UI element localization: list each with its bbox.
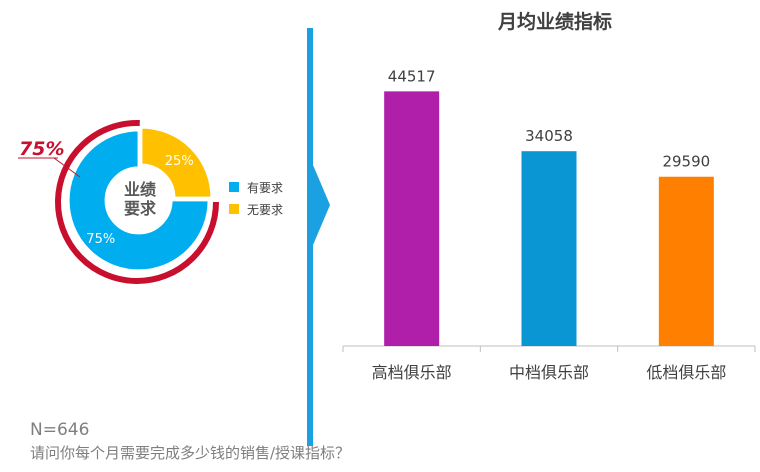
bar-value-label-3: 29590 [662,153,710,171]
callout-leader [53,157,81,178]
bar-2 [521,151,577,346]
survey-question: 请问你每个月需要完成多少钱的销售/授课指标？ [30,444,351,462]
bar-value-label-1: 44517 [388,67,436,85]
x-tick-label-1: 高档俱乐部 [372,363,452,382]
donut-slice-label-1: 75% [86,232,115,247]
bar-value-label-2: 34058 [525,127,573,145]
sample-size-note: N=646 [30,420,90,440]
bar-1 [384,91,440,346]
divider-arrow [313,165,330,245]
section-divider [307,28,313,446]
x-tick-label-2: 中档俱乐部 [509,363,589,382]
donut-accent-ring [55,120,219,284]
legend-swatch-2 [229,204,239,214]
donut-slice-2 [140,126,213,199]
donut-center-label: 业绩 [124,180,156,199]
legend-swatch-1 [229,182,239,192]
donut-center-label: 要求 [124,199,157,218]
legend-label-2: 无要求 [247,203,283,217]
donut-callout-value: 75% [19,138,64,160]
bar-3 [658,176,714,346]
bar-chart-title: 月均业绩指标 [497,10,612,33]
x-tick-label-3: 低档俱乐部 [646,363,726,382]
donut-slice-1 [67,129,210,272]
donut-slice-label-2: 25% [165,154,194,169]
legend-label-1: 有要求 [247,181,283,195]
